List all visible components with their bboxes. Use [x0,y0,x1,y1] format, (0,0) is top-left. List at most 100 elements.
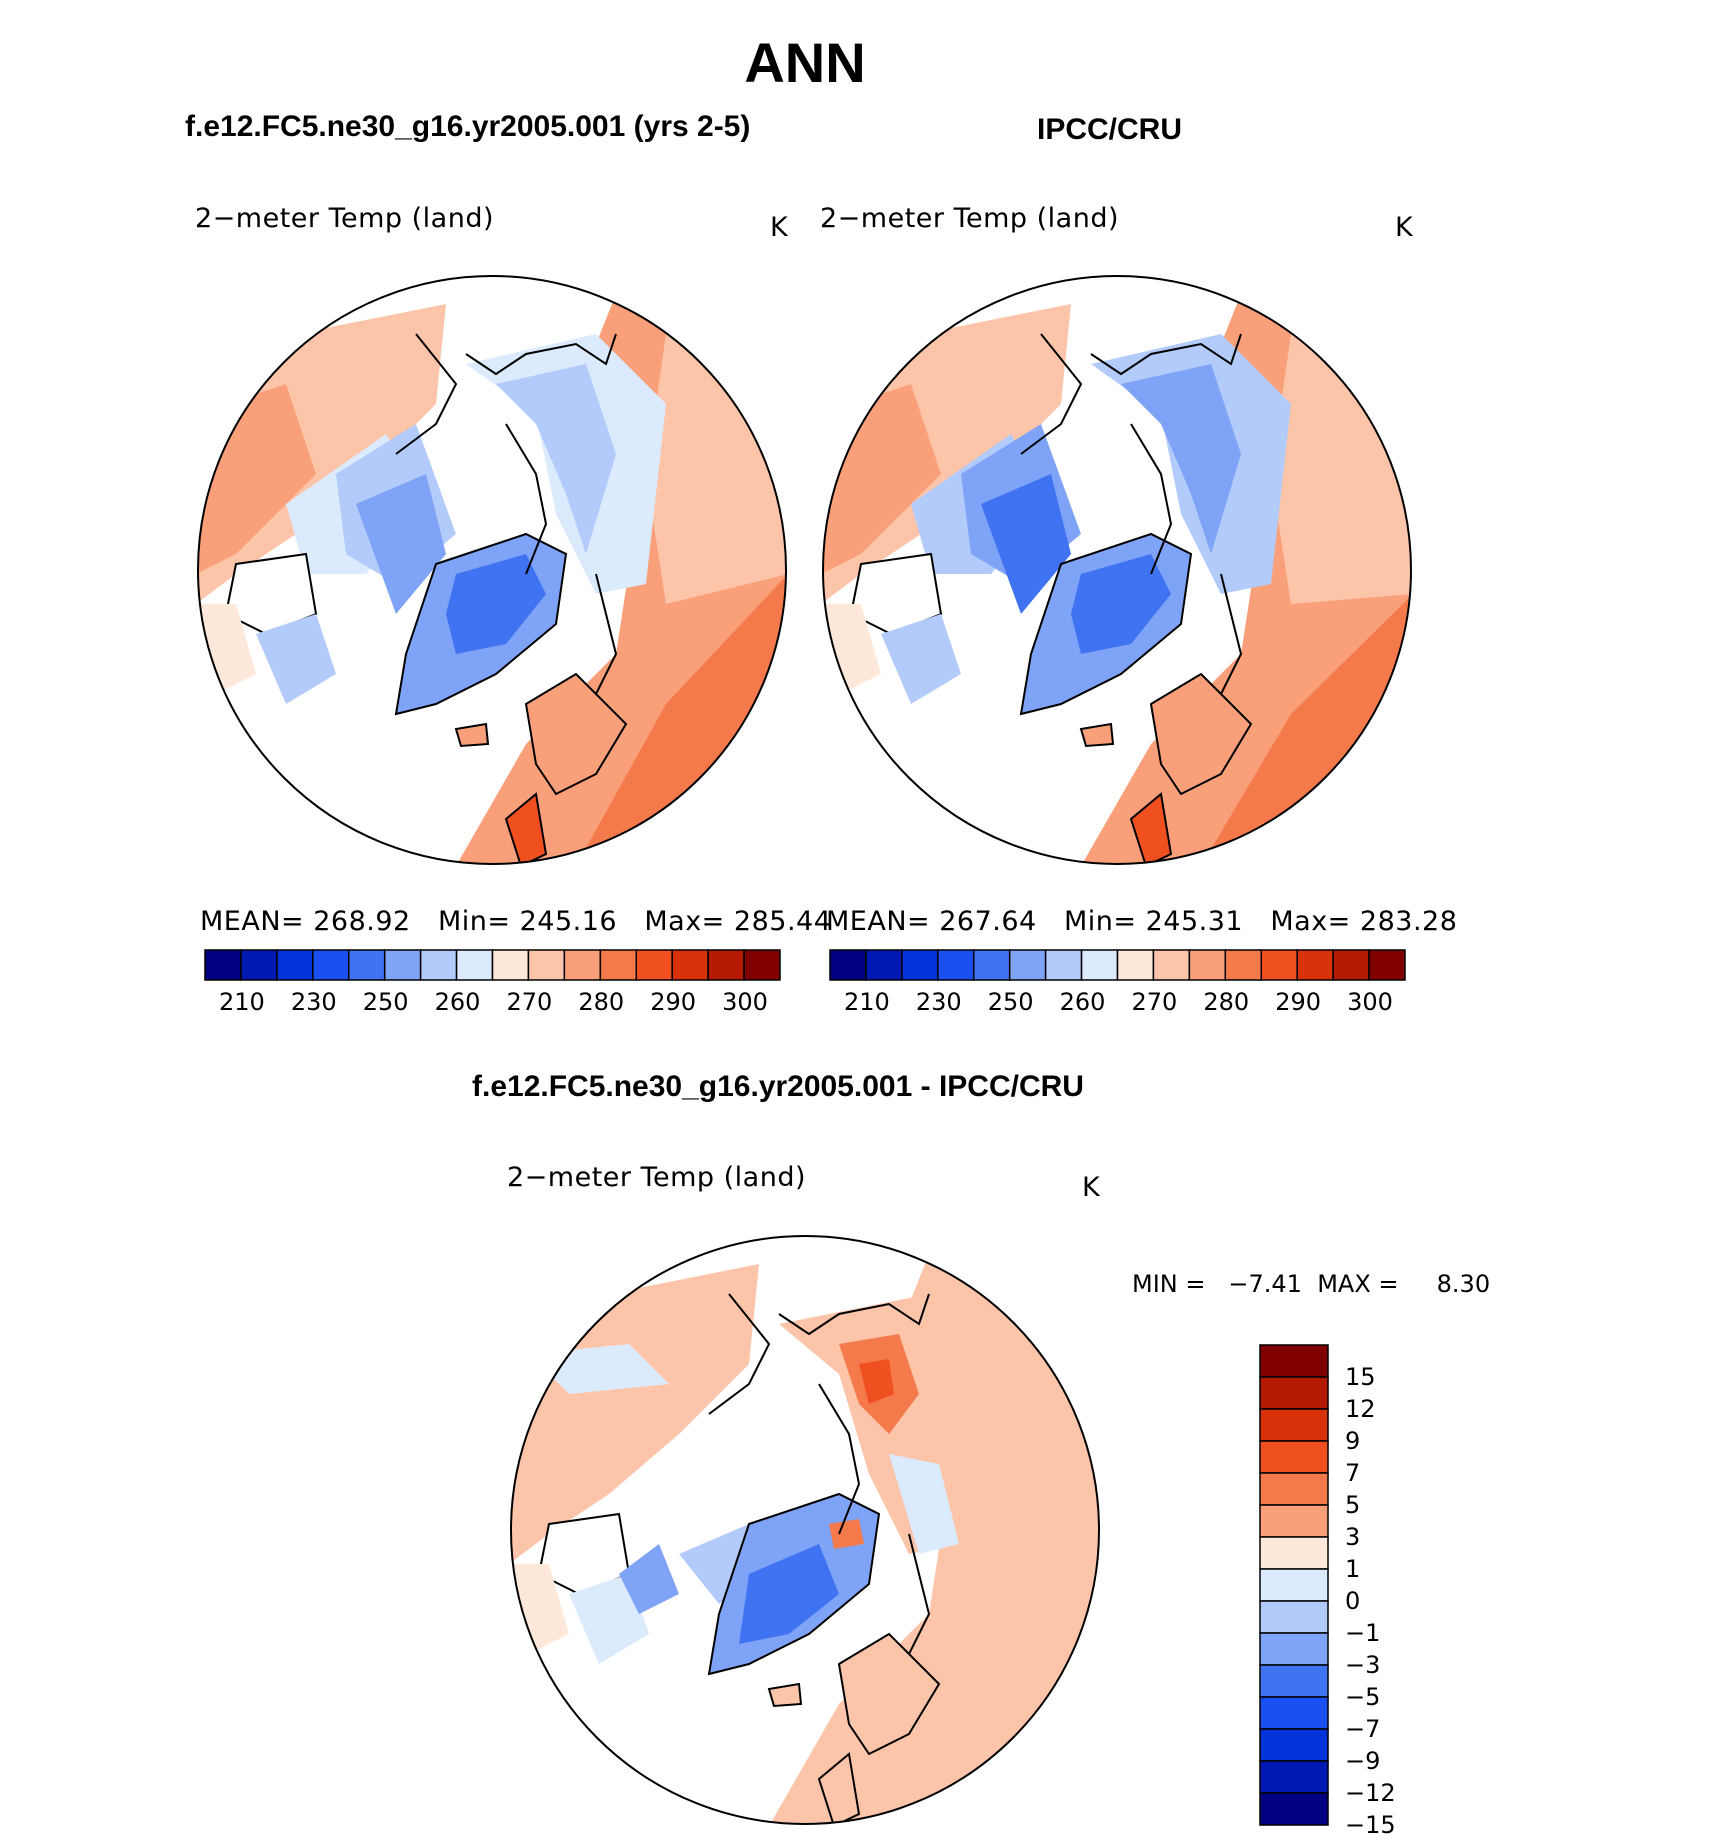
obs-case-title: IPCC/CRU [1037,113,1183,146]
model-max-label: Max= [644,906,725,937]
obs-min-value: 245.31 [1145,906,1244,937]
colorbar-swatch [1259,1664,1329,1698]
colorbar-swatch [865,949,903,981]
colorbar-tick-label: 250 [362,988,409,1016]
colorbar-swatch [1296,949,1334,981]
colorbar-tick-label: 270 [506,988,553,1016]
colorbar-swatch [348,949,386,981]
colorbar-swatch [1188,949,1227,981]
colorbar-swatch [1260,949,1298,981]
colorbar-swatch [276,949,314,981]
colorbar-swatch [1259,1344,1329,1378]
colorbar-swatch [1259,1376,1329,1410]
colorbar-tick-label: −9 [1345,1747,1381,1775]
colorbar-swatch [204,949,242,981]
colorbar-swatch [1259,1472,1329,1506]
colorbar-swatch [1259,1760,1329,1794]
colorbar-swatch [455,949,494,981]
colorbar-tick-label: −7 [1345,1715,1381,1743]
colorbar-tick-label: 300 [722,988,768,1016]
colorbar-swatch [1259,1728,1329,1762]
colorbar-swatch [419,949,458,981]
colorbar-tick-label: 1 [1345,1555,1361,1583]
colorbar-tick-label: −1 [1345,1619,1381,1647]
model-polar-map [197,275,787,865]
colorbar-swatch [1332,949,1370,981]
diff-colorbar-ticks: 15 12 9 7 5 3 1 0 −1 −3 −5 −7 −9 −12 −15 [1345,1345,1415,1839]
colorbar-tick-label: 230 [915,988,962,1016]
diff-max-value: 8.30 [1436,1270,1491,1298]
colorbar-swatch [527,949,566,981]
colorbar-swatch [1259,1696,1329,1730]
colorbar-swatch [671,949,709,981]
colorbar-swatch [1152,949,1191,981]
colorbar-tick-label: 260 [434,988,481,1016]
colorbar-swatch [1080,949,1119,981]
colorbar-swatch [1259,1504,1329,1538]
model-colorbar-ticks: 210 230 250 260 270 280 290 300 [205,988,780,1020]
colorbar-tick-label: 9 [1345,1427,1361,1455]
colorbar-swatch [1259,1632,1329,1666]
model-mean-label: MEAN= [200,906,305,937]
colorbar-swatch [1259,1568,1329,1602]
model-variable-label: 2−meter Temp (land) [195,203,494,234]
colorbar-swatch [599,949,637,981]
obs-min-label: Min= [1063,906,1137,937]
colorbar-tick-label: 0 [1345,1587,1361,1615]
colorbar-tick-label: 12 [1345,1395,1376,1423]
colorbar-swatch [1224,949,1262,981]
colorbar-swatch [1259,1792,1329,1826]
obs-mean-value: 267.64 [939,906,1037,937]
colorbar-swatch [707,949,745,981]
colorbar-swatch [240,949,278,981]
diff-min-label: MIN = [1132,1270,1206,1298]
diff-variable-label: 2−meter Temp (land) [507,1162,806,1193]
colorbar-swatch [901,949,939,981]
diff-minmax: MIN = −7.41 MAX = 8.30 [1132,1270,1490,1298]
colorbar-tick-label: 7 [1345,1459,1361,1487]
obs-stats: MEAN= 267.64 Min= 245.31 Max= 283.28 [826,906,1457,937]
main-title: ANN [744,31,866,94]
colorbar-tick-label: 280 [578,988,625,1016]
colorbar-swatch [312,949,350,981]
colorbar-tick-label: −12 [1345,1779,1396,1807]
colorbar-swatch [1116,949,1155,981]
colorbar-swatch [1259,1536,1329,1570]
diff-title: f.e12.FC5.ne30_g16.yr2005.001 - IPCC/CRU [472,1070,1084,1103]
colorbar-tick-label: 290 [1275,988,1321,1016]
scandinavia-land [524,672,628,796]
colorbar-tick-label: 300 [1347,988,1393,1016]
obs-max-label: Max= [1270,906,1351,937]
model-case-title: f.e12.FC5.ne30_g16.yr2005.001 (yrs 2-5) [185,110,751,143]
obs-max-value: 283.28 [1359,906,1458,937]
diff-colorbar [1259,1344,1329,1826]
obs-colorbar [829,949,1406,981]
obs-variable-label: 2−meter Temp (land) [820,203,1119,234]
obs-units-label: K [1395,212,1414,243]
colorbar-tick-label: 15 [1345,1363,1376,1391]
obs-mean-label: MEAN= [826,906,931,937]
colorbar-swatch [1044,949,1083,981]
colorbar-swatch [1259,1408,1329,1442]
colorbar-tick-label: −3 [1345,1651,1381,1679]
model-colorbar [204,949,781,981]
colorbar-swatch [563,949,602,981]
colorbar-tick-label: 270 [1131,988,1178,1016]
colorbar-tick-label: 280 [1203,988,1250,1016]
diff-polar-map [510,1235,1100,1825]
colorbar-swatch [491,949,530,981]
colorbar-tick-label: 230 [290,988,337,1016]
colorbar-swatch [973,949,1011,981]
model-units-label: K [770,212,789,243]
colorbar-tick-label: 260 [1059,988,1106,1016]
colorbar-swatch [1008,949,1047,981]
colorbar-tick-label: 290 [650,988,696,1016]
colorbar-tick-label: −15 [1345,1811,1396,1839]
colorbar-tick-label: 250 [987,988,1034,1016]
colorbar-swatch [1368,949,1406,981]
diff-min-value: −7.41 [1228,1270,1302,1298]
colorbar-swatch [937,949,975,981]
colorbar-swatch [1259,1600,1329,1634]
model-mean-value: 268.92 [313,906,411,937]
model-max-value: 285.44 [733,906,832,937]
